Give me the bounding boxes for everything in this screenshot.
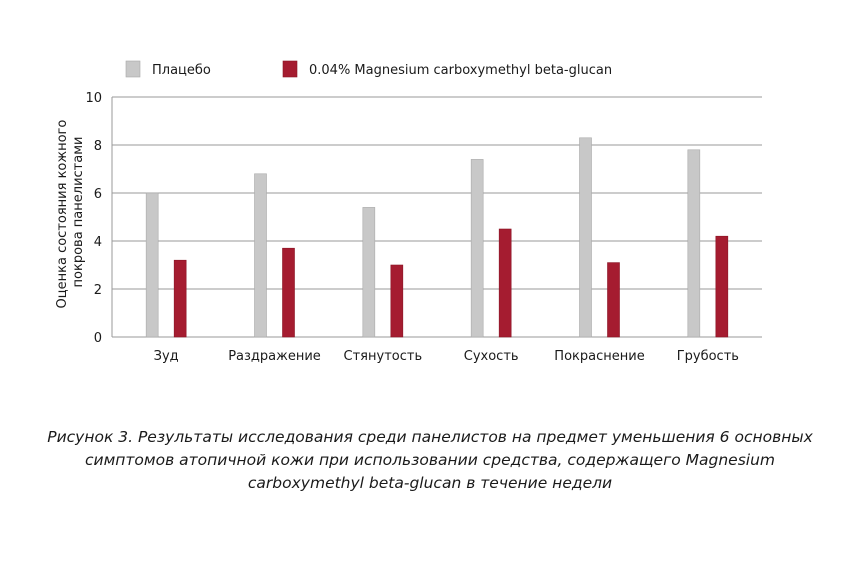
y-axis: 0 2 4 6 8 10 (85, 91, 113, 346)
legend: Плацебо 0.04% Magnesium carboxymethyl bet… (125, 60, 612, 78)
bar-chart: Плацебо 0.04% Magnesium carboxymethyl bet… (55, 60, 762, 364)
y-tick-label: 6 (94, 187, 102, 202)
x-category-label: Зуд (154, 349, 179, 364)
y-tick-label: 10 (85, 91, 102, 106)
bar-placebo (470, 159, 484, 338)
y-tick-label: 2 (94, 283, 102, 298)
y-tick-label: 4 (94, 235, 102, 250)
legend-label: 0.04% Magnesium carboxymethyl beta-gluca… (309, 63, 612, 78)
legend-label: Плацебо (152, 63, 211, 78)
bar-magnesium (390, 264, 404, 338)
y-tick-label: 0 (94, 331, 102, 346)
x-axis: Зуд Раздражение Стянутость Сухость Покраснен… (154, 349, 739, 364)
bar-placebo (687, 149, 701, 338)
x-category-label: Покраснение (554, 349, 644, 364)
y-axis-label: Оценка состояния кожного покрова панелис… (55, 116, 86, 309)
bar-magnesium (607, 262, 620, 338)
bar-placebo (362, 207, 376, 338)
y-tick-label: 8 (94, 139, 102, 154)
bar-placebo (254, 173, 267, 338)
x-category-label: Раздражение (228, 349, 321, 364)
bar-placebo (579, 137, 592, 338)
x-category-label: Стянутость (344, 349, 423, 364)
legend-swatch (282, 60, 298, 78)
bar-magnesium (173, 259, 187, 338)
x-category-label: Грубость (677, 349, 739, 364)
bar-magnesium (498, 228, 512, 338)
y-axis-label-line-2: покрова панелистами (71, 137, 86, 288)
x-category-label: Сухость (464, 349, 519, 364)
bar-magnesium (715, 235, 729, 338)
figure-caption: Рисунок 3. Результаты исследования среди… (47, 428, 813, 492)
bar-placebo (145, 192, 159, 338)
bar-magnesium (282, 247, 295, 338)
gridlines (112, 96, 762, 338)
y-axis-label-line-1: Оценка состояния кожного (55, 120, 70, 309)
legend-swatch (125, 60, 141, 78)
bars (145, 137, 729, 338)
